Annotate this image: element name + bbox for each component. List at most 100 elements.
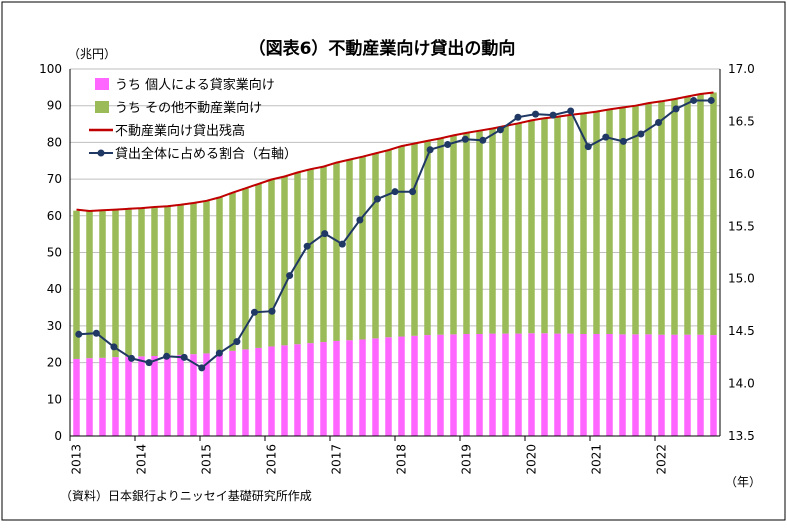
y-tick-label: 80 (47, 135, 62, 149)
bar-other-real-estate (255, 183, 262, 348)
bar-personal-rental (502, 333, 509, 436)
bar-personal-rental (411, 335, 418, 436)
point-share (356, 216, 364, 224)
point-share (145, 359, 153, 367)
bar-personal-rental (268, 346, 275, 436)
point-share (707, 96, 715, 104)
bar-personal-rental (138, 356, 145, 436)
y2-tick-label: 13.5 (728, 429, 755, 443)
y2-tick-label: 16.5 (728, 114, 755, 128)
bar-other-real-estate (476, 130, 483, 334)
bar-other-real-estate (450, 135, 457, 335)
bar-other-real-estate (593, 111, 600, 334)
bar-personal-rental (73, 358, 80, 436)
bar-other-real-estate (372, 153, 379, 339)
bar-other-real-estate (411, 143, 418, 336)
legend-swatch-other-real-estate (95, 101, 109, 113)
line-total-balance (76, 91, 714, 213)
y-tick-label: 90 (47, 99, 62, 113)
source-note: （資料）日本銀行よりニッセイ基礎研究所作成 (60, 488, 312, 503)
bar-other-real-estate (463, 132, 470, 334)
y-tick-label: 20 (47, 356, 62, 370)
point-share (602, 133, 610, 141)
bar-personal-rental (242, 349, 249, 436)
y2-tick-label: 15.0 (728, 272, 755, 286)
bar-personal-rental (437, 334, 444, 436)
bar-other-real-estate (216, 197, 223, 353)
bar-other-real-estate (645, 103, 652, 335)
bar-personal-rental (151, 355, 158, 436)
y-tick-label: 30 (47, 319, 62, 333)
bar-personal-rental (99, 357, 106, 436)
point-share (461, 135, 469, 143)
y-tick-label: 100 (39, 62, 62, 76)
bar-personal-rental (515, 333, 522, 436)
bar-other-real-estate (437, 138, 444, 335)
y-axis-label: （兆円） (68, 47, 116, 61)
point-share (532, 110, 540, 118)
y-tick-label: 50 (47, 246, 62, 260)
bar-other-real-estate (190, 202, 197, 355)
axes: 0 10 20 30 40 50 60 70 80 90 100 13.5 14.0 14.5 15.0 15… (39, 62, 755, 475)
x-tick-label: 2016 (265, 444, 279, 475)
point-share (110, 343, 118, 351)
point-share (496, 126, 504, 134)
chart-title: （図表6）不動産業向け貸出の動向 (249, 38, 516, 59)
y2-tick-label: 15.5 (728, 219, 755, 233)
bar-personal-rental (190, 354, 197, 436)
bar-personal-rental (294, 344, 301, 436)
point-share (567, 107, 575, 115)
bar-other-real-estate (229, 192, 236, 351)
point-share (286, 272, 294, 280)
bar-personal-rental (463, 333, 470, 436)
legend-label-personal-rental: うち 個人による貸家業向け (115, 77, 275, 93)
bar-personal-rental (450, 334, 457, 436)
bar-personal-rental (112, 357, 119, 436)
bar-personal-rental (359, 339, 366, 436)
bar-personal-rental (710, 335, 717, 436)
bar-personal-rental (229, 350, 236, 436)
x-tick-label: 2015 (200, 444, 214, 475)
bar-other-real-estate (632, 105, 639, 335)
x-tick-label: 2020 (525, 444, 539, 475)
bar-other-real-estate (554, 116, 561, 334)
lines (75, 91, 715, 372)
bar-other-real-estate (86, 211, 93, 359)
point-share (655, 118, 663, 126)
point-share (268, 307, 276, 315)
bar-personal-rental (476, 333, 483, 436)
bar-personal-rental (125, 356, 132, 436)
bar-personal-rental (541, 333, 548, 436)
point-share (215, 349, 223, 357)
bar-other-real-estate (138, 208, 145, 357)
y2-tick-label: 17.0 (728, 62, 755, 76)
bar-personal-rental (385, 337, 392, 436)
bar-personal-rental (658, 334, 665, 436)
point-share (321, 230, 329, 238)
x-tick-label: 2019 (460, 444, 474, 475)
bar-other-real-estate (177, 204, 184, 355)
x-axis-unit: （年） (725, 475, 761, 489)
bar-personal-rental (320, 342, 327, 436)
x-tick-label: 2021 (590, 444, 604, 475)
legend-label-other-real-estate: うち その他不動産業向け (115, 100, 262, 116)
bar-personal-rental (619, 334, 626, 436)
bar-other-real-estate (541, 118, 548, 334)
point-share (250, 308, 258, 316)
bar-other-real-estate (151, 206, 158, 356)
bar-other-real-estate (346, 159, 353, 341)
point-share (373, 195, 381, 203)
bar-personal-rental (632, 334, 639, 436)
bar-personal-rental (216, 352, 223, 436)
y-tick-label: 60 (47, 209, 62, 223)
bar-personal-rental (164, 355, 171, 436)
bar-personal-rental (671, 334, 678, 436)
bar-personal-rental (333, 340, 340, 436)
legend-swatch-personal-rental (95, 78, 109, 90)
point-share (549, 111, 557, 119)
bar-personal-rental (606, 333, 613, 436)
point-share (619, 137, 627, 145)
point-share (672, 105, 680, 113)
bar-other-real-estate (73, 210, 80, 359)
